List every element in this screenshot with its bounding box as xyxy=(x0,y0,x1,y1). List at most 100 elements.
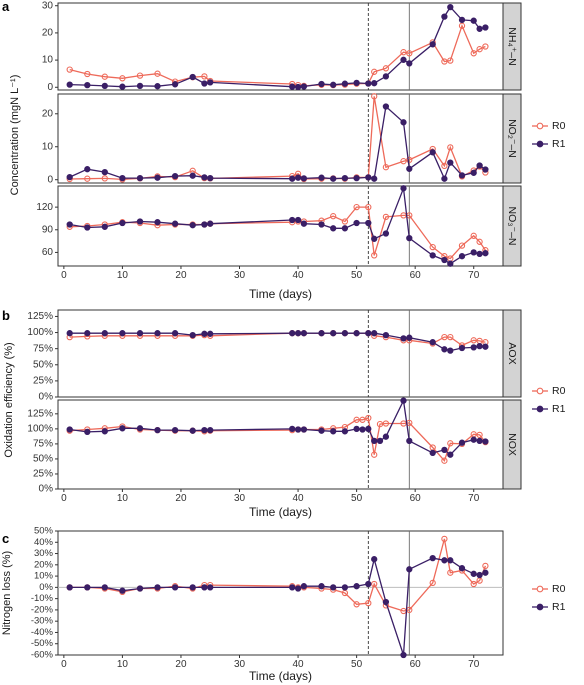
panel-b-facet-1-point-r1-25 xyxy=(458,344,466,352)
panel-a-facet-1-point-r0-27 xyxy=(476,46,483,53)
panel-a-facet-2: NO₂⁻–N 0 10 20 xyxy=(42,93,522,185)
panel-b-facet-2-ytick-label: 50% xyxy=(33,454,53,465)
panel-a-facet-2-point-r1-9 xyxy=(207,174,214,182)
panel-a-facet-1-point-r1-24 xyxy=(447,3,454,11)
panel-b-facet-1-point-r1-20 xyxy=(400,335,407,342)
panel-a-facet-3-point-r0-16 xyxy=(353,203,360,211)
panel-a-xtick-label: 60 xyxy=(410,270,422,281)
panel-c-plot-border xyxy=(57,530,504,656)
panel-a-facet-1-point-r0-5 xyxy=(154,70,161,77)
panel-b-facet-2-point-r1-6 xyxy=(171,426,179,434)
panel-b-facet-2-ytick-label: 75% xyxy=(33,439,53,450)
panel-a-facet-2-point-r0-23 xyxy=(441,162,448,170)
panel-a-facet-1-point-r1-18 xyxy=(371,80,378,87)
panel-a-facet-2-point-r1-3 xyxy=(119,174,126,182)
panel-b-facet-1-ytick-label: 75% xyxy=(33,343,53,354)
panel-c-point-r1-24 xyxy=(447,557,454,564)
panel-c-point-r1-18 xyxy=(371,556,378,563)
panel-b-facet-1-point-r1-19 xyxy=(382,331,390,339)
panel-a-facet-1-point-r1-17 xyxy=(365,80,372,87)
panel-a-facet-3-point-r1-27 xyxy=(476,250,483,258)
panel-a-facet-3-point-r1-8 xyxy=(201,221,208,228)
panel-c-point-r1-0 xyxy=(66,584,73,591)
panel-b-facet-1-point-r1-13 xyxy=(318,330,325,337)
panel-a-facet-1-point-r1-12 xyxy=(300,83,308,90)
panel-b-facet-2-point-r1-25 xyxy=(441,446,448,454)
panel-c-point-r1-13 xyxy=(318,583,325,590)
panel-b-facet-1-strip-background xyxy=(502,309,522,398)
panel-b-facet-1-point-r0-24 xyxy=(447,333,454,341)
panel-c-point-r1-22 xyxy=(429,554,436,562)
panel-a-facet-1-point-r0-23 xyxy=(441,58,448,65)
panel-a-facet-3-point-r1-10 xyxy=(289,216,296,224)
panel-b-facet-2-point-r0-16 xyxy=(353,416,360,423)
panel-b-facet-1-strip-label: AOX xyxy=(506,342,518,364)
panel-a-facet-3-point-r0-19 xyxy=(382,213,390,221)
panel-a-facet-2-point-r0-19 xyxy=(382,164,390,171)
panel-a-facet-2-point-r1-28 xyxy=(482,166,489,173)
panel-b-facet-1-point-r1-5 xyxy=(154,330,161,337)
panel-b-facet-2-point-r0-29 xyxy=(476,431,483,439)
panel-a-facet-2-plot-border xyxy=(57,93,504,184)
panel-b-x-axis-title: Time (days) xyxy=(249,505,312,519)
panel-c-point-r1-26 xyxy=(470,570,477,577)
panel-a-facet-3-ytick-label: 120 xyxy=(36,202,53,213)
panel-a-facet-3-point-r0-26 xyxy=(470,232,477,239)
panel-b-xtick-label: 70 xyxy=(468,493,480,504)
panel-a-legend-marker-r0 xyxy=(536,122,544,130)
panel-a-facet-2-point-r1-20 xyxy=(400,119,407,126)
panel-b-facet-2-point-r1-7 xyxy=(189,427,196,434)
panel-a-facet-3-point-r1-19 xyxy=(382,230,390,237)
panel-b-xtick-label: 50 xyxy=(351,493,363,504)
panel-b-facet-2-point-r1-22 xyxy=(400,397,407,404)
panel-a-facet-1-point-r0-18 xyxy=(371,68,378,75)
panel-a-facet-1-point-r1-25 xyxy=(458,16,466,24)
panel-a-facet-1-point-r0-1 xyxy=(84,70,91,78)
panel-a-facet-1-point-r1-16 xyxy=(353,79,360,87)
panel-a-facet-3-point-r1-15 xyxy=(341,225,349,232)
panel-a-facet-2-point-r1-17 xyxy=(365,174,372,181)
panel-c-point-r1-11 xyxy=(294,585,302,592)
panel-a-facet-1-point-r1-19 xyxy=(382,73,390,80)
panel-a-facet-1-strip-label: NH₄⁺–N xyxy=(506,27,518,65)
panel-a-facet-1-strip-background xyxy=(502,2,522,91)
panel-a-facet-1-ytick-label: 10 xyxy=(42,55,54,66)
panel-c-point-r1-7 xyxy=(189,584,196,591)
panel-a-facet-3-point-r1-2 xyxy=(101,223,108,230)
panel-b-facet-2-point-r1-15 xyxy=(341,428,349,435)
panel-b-facet-1-ytick-label: 0% xyxy=(39,392,54,403)
panel-b-facet-2-point-r1-26 xyxy=(447,451,454,458)
panel-a-facet-1-point-r1-23 xyxy=(441,13,448,20)
panel-a-facet-2-strip-background xyxy=(502,93,522,184)
panel-a-facet-1-point-r1-15 xyxy=(341,80,349,87)
panel-b-facet-2-point-r1-30 xyxy=(482,438,489,445)
panel-b-facet-2-point-r1-0 xyxy=(66,426,73,433)
panel-a-facet-2-point-r0-20 xyxy=(400,158,407,165)
panel-a-facet-3-ytick-label: 90 xyxy=(42,224,54,235)
panel-a-facet-1-point-r1-1 xyxy=(84,81,91,89)
panel-a-facet-2-point-r1-25 xyxy=(458,172,466,179)
panel-a-facet-2-point-r1-5 xyxy=(154,174,161,181)
panel-a-facet-2-point-r0-1 xyxy=(84,175,91,182)
panel-a-facet-1-point-r1-14 xyxy=(330,81,337,88)
panel-b-facet-1-point-r1-11 xyxy=(294,330,302,337)
panel-a-facet-2-point-r1-11 xyxy=(294,174,302,181)
panel-c-point-r0-23 xyxy=(441,535,448,543)
panel-a-facet-2-point-r1-26 xyxy=(470,169,477,176)
panel-a-facet-2-point-r1-6 xyxy=(171,172,179,180)
panel-b-facet-2-ytick-label: 100% xyxy=(27,424,53,435)
panel-a-facet-3-point-r1-24 xyxy=(447,260,454,267)
panel-c-xtick-label: 60 xyxy=(410,659,422,670)
panel-c-xtick-label: 20 xyxy=(175,659,187,670)
panel-b-facet-1-ytick-label: 50% xyxy=(33,359,53,370)
panel-a-facet-1-point-r1-3 xyxy=(119,83,126,90)
panel-a-facet-3-point-r0-22 xyxy=(429,243,436,251)
panel-b-facet-1-point-r1-4 xyxy=(136,330,144,337)
panel-b-facet-1-point-r1-2 xyxy=(101,330,108,337)
panel-b-facet-1-ytick-label: 125% xyxy=(27,311,53,322)
panel-c-ytick-label: -20% xyxy=(31,604,54,615)
panel-c-point-r1-10 xyxy=(289,584,296,591)
panel-a-facet-1-point-r1-21 xyxy=(406,60,413,67)
panel-a-facet-1-point-r1-7 xyxy=(189,73,196,81)
panel-a-facet-1-point-r1-28 xyxy=(482,24,489,31)
